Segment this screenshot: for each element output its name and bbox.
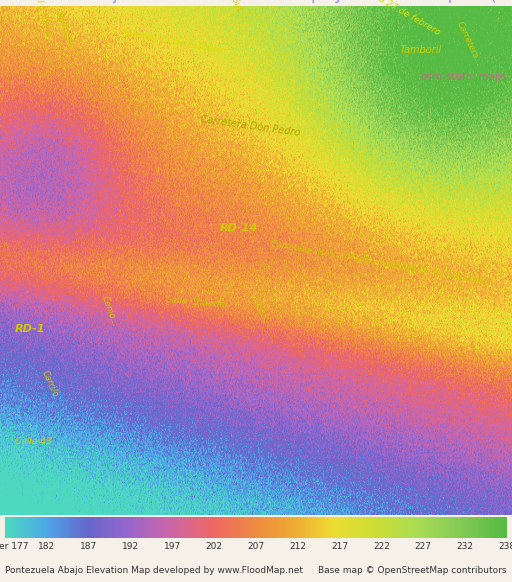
Text: osm-static-maps: osm-static-maps xyxy=(420,72,507,82)
Text: 238: 238 xyxy=(498,542,512,551)
Text: 197: 197 xyxy=(164,542,181,551)
Text: Calle 43: Calle 43 xyxy=(15,437,52,446)
Text: Cenio...: Cenio... xyxy=(100,295,119,328)
Text: 222: 222 xyxy=(373,542,390,551)
Text: Avenida 27 de febrero: Avenida 27 de febrero xyxy=(350,0,442,37)
Text: Santa...: Santa... xyxy=(250,294,272,328)
Text: 212: 212 xyxy=(289,542,306,551)
Text: Avenida 27 de Febrero: Avenida 27 de Febrero xyxy=(120,29,223,55)
Text: Carri/o: Carri/o xyxy=(40,369,60,399)
Text: 217: 217 xyxy=(331,542,348,551)
Text: Tamboril: Tamboril xyxy=(400,45,442,55)
Text: 182: 182 xyxy=(38,542,55,551)
Text: Carretera...: Carretera... xyxy=(455,20,483,67)
Text: RD-1: RD-1 xyxy=(15,324,46,333)
Text: Avenida 9: Avenida 9 xyxy=(55,10,79,55)
Text: 232: 232 xyxy=(457,542,474,551)
Text: Venecia Pamil y Farias: Venecia Pamil y Farias xyxy=(20,0,53,37)
Text: Base map © OpenStreetMap contributors: Base map © OpenStreetMap contributors xyxy=(318,566,507,576)
Text: Pontezuela Abajo Elevation: 203 meter Map by www.FloodMap.net (beta): Pontezuela Abajo Elevation: 203 meter Ma… xyxy=(0,0,512,3)
Text: 207: 207 xyxy=(247,542,265,551)
Text: meter 177: meter 177 xyxy=(0,542,29,551)
Text: Ave. Hinos Gut...: Ave. Hinos Gut... xyxy=(210,0,248,20)
Text: 227: 227 xyxy=(415,542,432,551)
Text: 187: 187 xyxy=(80,542,97,551)
Text: RD-14: RD-14 xyxy=(220,223,258,233)
Text: Pontezuela Abajo Elevation Map developed by www.FloodMap.net: Pontezuela Abajo Elevation Map developed… xyxy=(5,566,303,576)
Text: Calle Chantini: Calle Chantini xyxy=(165,296,228,310)
Text: 192: 192 xyxy=(122,542,139,551)
Text: 202: 202 xyxy=(206,542,223,551)
Text: Carretera Licey al Medio - Santiago de los Caballeros: Carretera Licey al Medio - Santiago de l… xyxy=(270,239,490,286)
Text: Carretera Don Pedro: Carretera Don Pedro xyxy=(200,114,301,138)
